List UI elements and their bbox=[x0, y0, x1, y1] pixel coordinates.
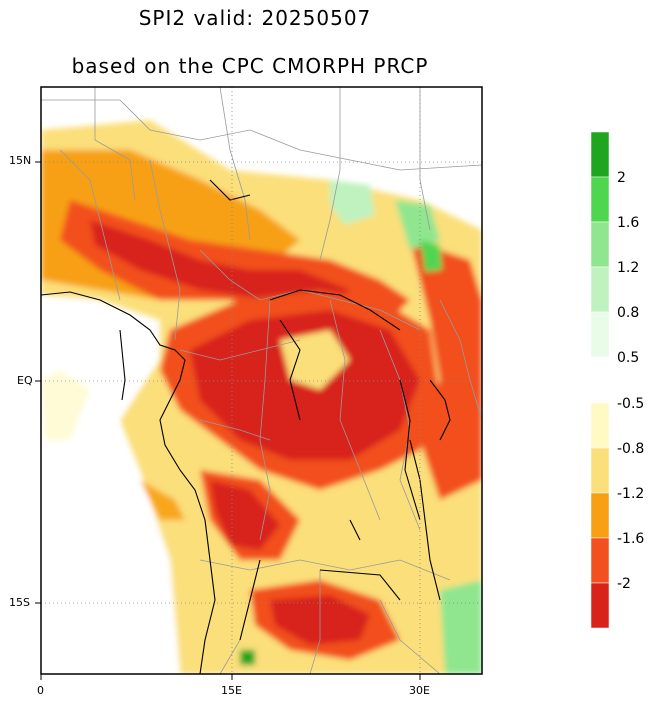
colorbar-label-neg-1.6: -1.6 bbox=[617, 531, 645, 547]
colorbar-swatch-wet-1.6 bbox=[590, 176, 610, 223]
colorbar-swatch-dry-0.5 bbox=[590, 402, 610, 449]
map-subtitle: based on the CPC CMORPH PRCP bbox=[71, 54, 429, 78]
colorbar-swatch-dry-1.6 bbox=[590, 537, 610, 584]
colorbar-swatch-wet-0.8 bbox=[590, 266, 610, 313]
colorbar-label-neg-2: -2 bbox=[617, 576, 631, 592]
colorbar-swatch-dry-1.2 bbox=[590, 492, 610, 539]
colorbar-swatch-wet-2 bbox=[590, 131, 610, 178]
colorbar-label-1.6: 1.6 bbox=[617, 215, 640, 231]
lat-label-15s: 15S bbox=[9, 596, 30, 609]
lat-label-15n: 15N bbox=[9, 154, 32, 167]
lon-label-0: 0 bbox=[37, 684, 44, 697]
colorbar-label-neg-0.8: -0.8 bbox=[617, 441, 645, 457]
colorbar-swatch-wet-1.2 bbox=[590, 221, 610, 268]
graticule bbox=[41, 87, 482, 674]
colorbar-label-0.5: 0.5 bbox=[617, 350, 640, 366]
colorbar-swatch-dry-0.8 bbox=[590, 447, 610, 494]
coastline bbox=[41, 179, 482, 674]
colorbar-positive bbox=[590, 131, 610, 358]
map-area bbox=[41, 87, 482, 674]
colorbar-label-neg-1.2: -1.2 bbox=[617, 486, 645, 502]
colorbar-swatch-wet-0.5 bbox=[590, 311, 610, 358]
colorbar-swatch-dry-2 bbox=[590, 582, 610, 629]
colorbar-label-neg-0.5: -0.5 bbox=[617, 396, 645, 412]
colorbar-negative bbox=[590, 402, 610, 629]
colorbar-label-2: 2 bbox=[617, 170, 626, 186]
axis-ticks bbox=[35, 161, 421, 680]
colorbar-label-1.2: 1.2 bbox=[617, 260, 640, 276]
lon-label-15e: 15E bbox=[221, 684, 242, 697]
map-title: SPI2 valid: 20250507 bbox=[138, 6, 372, 30]
colorbar-label-0.8: 0.8 bbox=[617, 305, 640, 321]
spi-field bbox=[41, 120, 482, 674]
lon-label-30e: 30E bbox=[409, 684, 430, 697]
lat-label-eq: EQ bbox=[17, 374, 33, 387]
